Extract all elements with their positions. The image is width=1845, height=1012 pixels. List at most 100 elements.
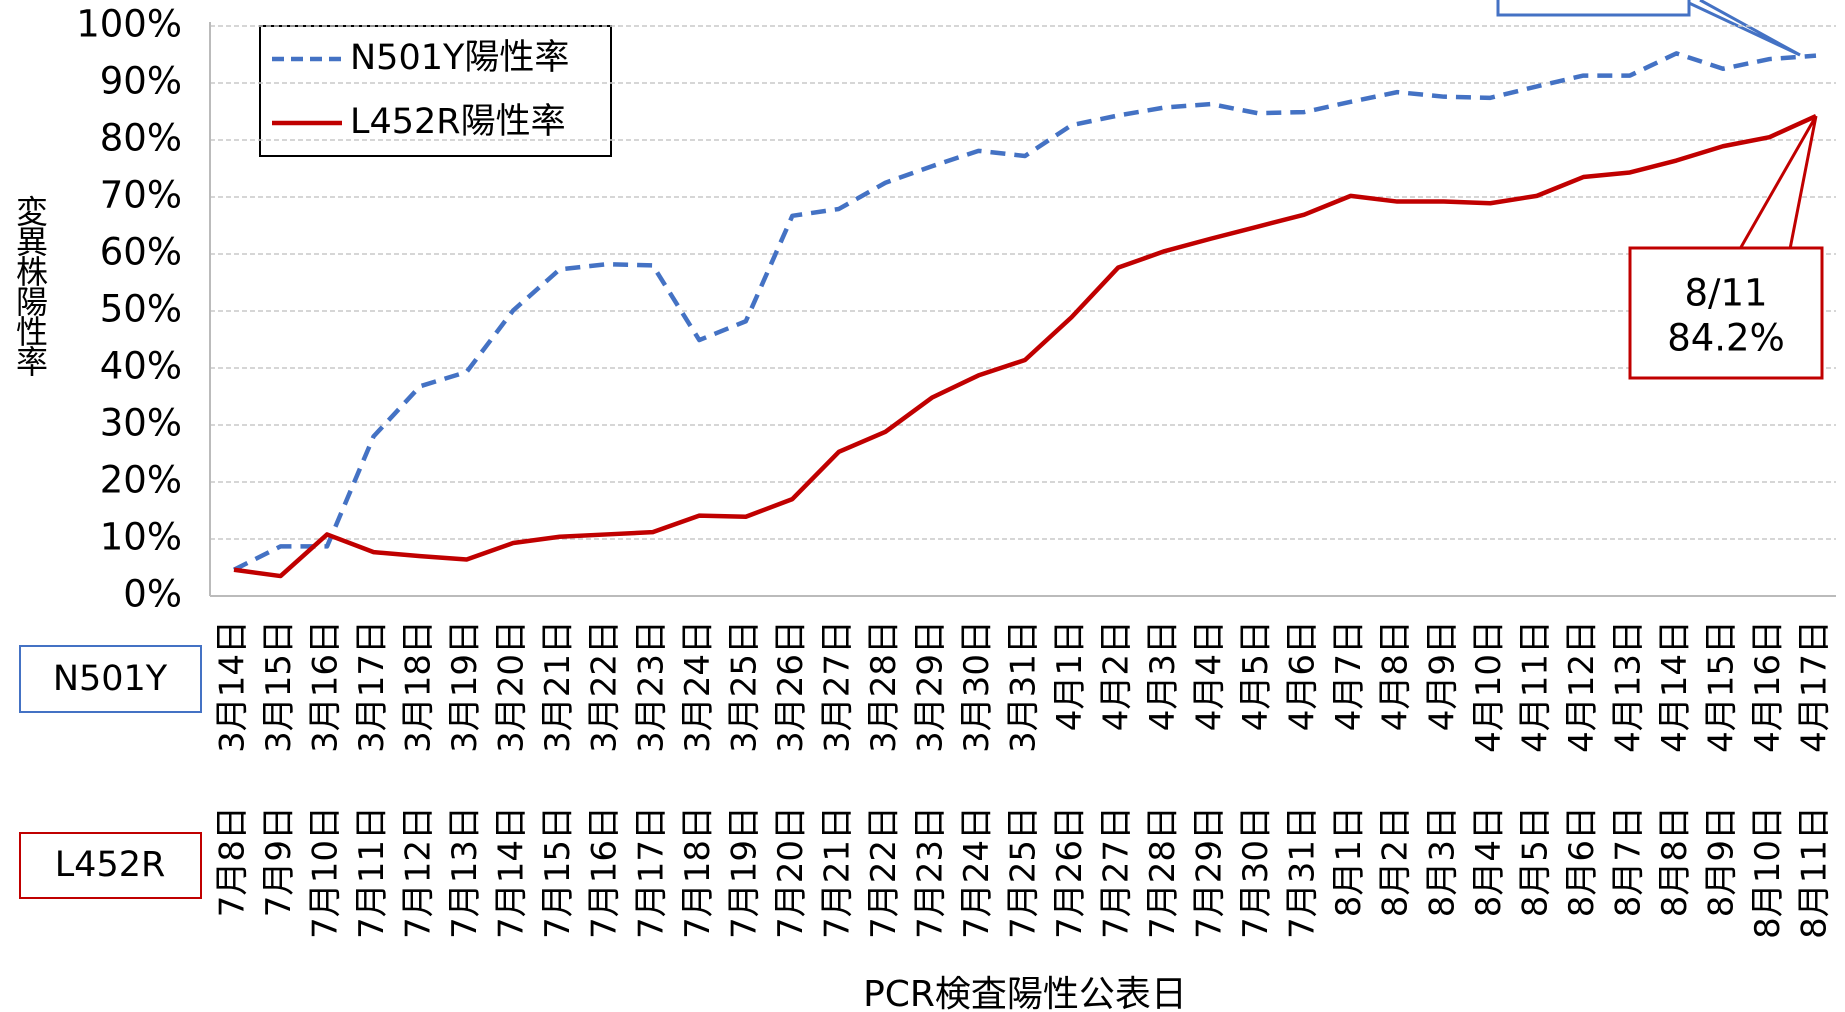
x-tick-label: 3月15日 <box>259 620 299 753</box>
x-tick-label: 4月1日 <box>1050 620 1090 731</box>
x-tick-label: 3月16日 <box>306 620 346 753</box>
x-tick-label: 4月10日 <box>1469 620 1509 753</box>
x-tick-label: 8月7日 <box>1608 806 1648 917</box>
x-tick-label: 7月21日 <box>817 806 857 939</box>
x-tick-label: 4月14日 <box>1655 620 1695 753</box>
y-tick-label: 90% <box>100 60 182 103</box>
x-tick-label: 7月18日 <box>678 806 718 939</box>
row-label-box <box>19 645 202 713</box>
legend-label: L452R陽性率 <box>350 102 566 142</box>
x-tick-label: 4月17日 <box>1795 620 1835 753</box>
x-tick-label: 3月30日 <box>957 620 997 753</box>
x-tick-label: 7月23日 <box>910 806 950 939</box>
x-tick-label: 7月27日 <box>1097 806 1137 939</box>
x-tick-label: 4月11日 <box>1515 620 1555 753</box>
x-tick-label: 8月6日 <box>1562 806 1602 917</box>
callout-pointer <box>1688 0 1801 57</box>
x-tick-label: 7月12日 <box>399 806 439 939</box>
x-tick-label: 3月28日 <box>864 620 904 753</box>
x-tick-label: 7月15日 <box>538 806 578 939</box>
x-tick-label: 7月9日 <box>259 806 299 917</box>
x-tick-label: 7月19日 <box>724 806 764 939</box>
x-tick-label: 7月8日 <box>213 806 253 917</box>
x-tick-label: 3月21日 <box>538 620 578 753</box>
y-tick-label: 0% <box>123 573 182 616</box>
legend-label: N501Y陽性率 <box>350 38 569 78</box>
y-tick-label: 60% <box>100 231 182 274</box>
x-tick-label: 3月17日 <box>352 620 392 753</box>
row-label-box <box>19 832 202 899</box>
x-tick-label: 7月30日 <box>1236 806 1276 939</box>
x-tick-label: 7月22日 <box>864 806 904 939</box>
x-tick-label: 4月12日 <box>1562 620 1602 753</box>
x-tick-label: 3月14日 <box>213 620 253 753</box>
x-tick-label: 8月10日 <box>1748 806 1788 939</box>
x-tick-label: 4月13日 <box>1608 620 1648 753</box>
x-tick-label: 7月17日 <box>631 806 671 939</box>
x-tick-label: 3月26日 <box>771 620 811 753</box>
x-tick-label: 3月18日 <box>399 620 439 753</box>
x-tick-label: 7月29日 <box>1190 806 1230 939</box>
x-tick-label: 4月3日 <box>1143 620 1183 731</box>
x-tick-label: 3月29日 <box>910 620 950 753</box>
x-tick-label: 7月31日 <box>1283 806 1323 939</box>
y-tick-label: 10% <box>100 516 182 559</box>
row-label: L452R <box>55 845 166 885</box>
x-tick-label: 4月8日 <box>1376 620 1416 731</box>
x-tick-label: 3月27日 <box>817 620 857 753</box>
x-axis-title: PCR検査陽性公表日 <box>863 974 1187 1012</box>
x-tick-label: 3月24日 <box>678 620 718 753</box>
callout-box <box>1628 246 1824 380</box>
x-tick-label: 7月28日 <box>1143 806 1183 939</box>
x-tick-label: 8月3日 <box>1422 806 1462 917</box>
y-tick-label: 50% <box>100 288 182 331</box>
row-label: N501Y <box>53 659 168 699</box>
x-tick-label: 7月13日 <box>445 806 485 939</box>
x-tick-label: 8月5日 <box>1515 806 1555 917</box>
x-tick-label: 7月20日 <box>771 806 811 939</box>
x-tick-label: 8月9日 <box>1701 806 1741 917</box>
y-tick-label: 70% <box>100 174 182 217</box>
x-tick-label: 7月16日 <box>585 806 625 939</box>
y-tick-label: 40% <box>100 345 182 388</box>
x-tick-label: 7月11日 <box>352 806 392 939</box>
x-tick-label: 3月23日 <box>631 620 671 753</box>
x-tick-label: 3月31日 <box>1004 620 1044 753</box>
x-tick-label: 8月1日 <box>1329 806 1369 917</box>
x-tick-label: 7月14日 <box>492 806 532 939</box>
x-tick-label: 4月2日 <box>1097 620 1137 731</box>
x-tick-label: 4月16日 <box>1748 620 1788 753</box>
callout-box <box>1496 0 1691 17</box>
x-tick-label: 8月11日 <box>1795 806 1835 939</box>
x-tick-label: 7月26日 <box>1050 806 1090 939</box>
y-tick-label: 20% <box>100 459 182 502</box>
series-line <box>233 114 1817 579</box>
x-tick-label: 4月4日 <box>1190 620 1230 731</box>
x-tick-label: 7月24日 <box>957 806 997 939</box>
x-tick-label: 8月2日 <box>1376 806 1416 917</box>
x-tick-label: 7月10日 <box>306 806 346 939</box>
y-tick-label: 80% <box>100 117 182 160</box>
callout-pointer <box>1737 115 1818 251</box>
x-tick-label: 4月15日 <box>1701 620 1741 753</box>
y-tick-label: 30% <box>100 402 182 445</box>
x-tick-label: 4月7日 <box>1329 620 1369 731</box>
x-tick-label: 8月8日 <box>1655 806 1695 917</box>
x-tick-label: 8月4日 <box>1469 806 1509 917</box>
y-axis-title: 変異株陽性率 <box>11 195 49 375</box>
x-tick-label: 7月25日 <box>1004 806 1044 939</box>
x-tick-label: 3月19日 <box>445 620 485 753</box>
x-tick-label: 4月9日 <box>1422 620 1462 731</box>
legend-box <box>259 25 612 157</box>
x-tick-label: 4月6日 <box>1283 620 1323 731</box>
y-tick-label: 100% <box>76 3 182 46</box>
x-tick-label: 3月22日 <box>585 620 625 753</box>
series-line <box>232 51 1817 572</box>
annotation: 84.2% <box>1667 317 1785 360</box>
x-tick-label: 4月5日 <box>1236 620 1276 731</box>
x-tick-label: 3月25日 <box>724 620 764 753</box>
x-tick-label: 3月20日 <box>492 620 532 753</box>
annotation: 8/11 <box>1684 272 1767 315</box>
